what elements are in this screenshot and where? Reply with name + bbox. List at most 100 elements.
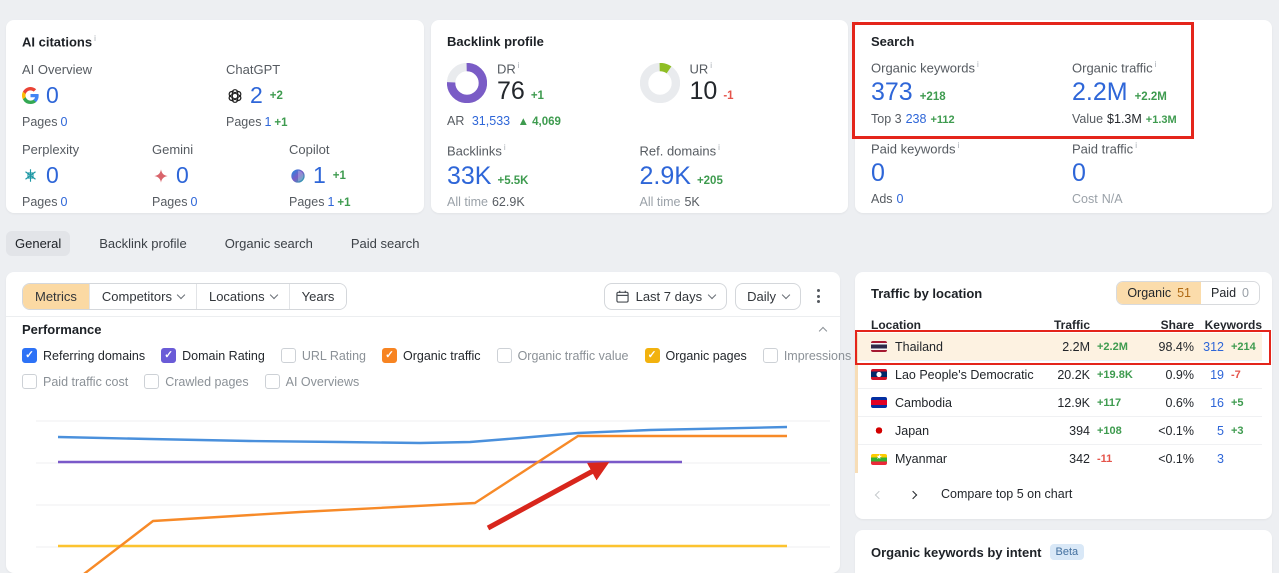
top3-value[interactable]: 238 [905, 111, 927, 126]
perplexity-label: Perplexity [22, 142, 80, 158]
granularity-dropdown[interactable]: Daily [735, 282, 801, 310]
info-icon: i [957, 140, 960, 150]
top3-row: Top 3 238 +112 [871, 111, 955, 126]
ref-domains-label: Ref. domains i [639, 142, 720, 158]
red-arrow-annotation [486, 462, 610, 531]
chevron-down-icon [707, 290, 717, 299]
gemini-value[interactable]: 0 [176, 162, 189, 189]
date-range-dropdown[interactable]: Last 7 days [603, 282, 728, 310]
ads-value[interactable]: 0 [896, 192, 904, 207]
tab-paid-search[interactable]: Paid search [350, 236, 420, 251]
dr-delta: +1 [530, 90, 544, 103]
table-row-japan[interactable]: Japan 394 +108 <0.1% 5 +3 [858, 417, 1262, 445]
organic-keywords-value[interactable]: 373 [871, 78, 913, 107]
collapse-chevron-icon[interactable] [818, 326, 828, 336]
years-button[interactable]: Years [288, 283, 347, 309]
organic-traffic-label: Organic traffic i [1072, 60, 1157, 76]
chevron-down-icon [781, 290, 791, 299]
ahrefs-rank-value[interactable]: 31,533 [471, 113, 511, 128]
gemini-label: Gemini [152, 142, 194, 158]
perplexity-pages[interactable]: 0 [60, 195, 68, 210]
table-row-thailand[interactable]: Thailand 2.2M +2.2M 98.4% 312 +214 [858, 333, 1262, 361]
ur-label: UR i [689, 61, 713, 77]
gemini-pages[interactable]: 0 [190, 195, 198, 210]
copilot-value[interactable]: 1 [313, 162, 326, 189]
next-page-button[interactable] [907, 484, 919, 504]
table-row-myanmar[interactable]: Myanmar 342 -11 <0.1% 3 [858, 445, 1262, 473]
table-row-cambodia[interactable]: Cambodia 12.9K +117 0.6% 16 +5 [858, 389, 1262, 417]
checkbox-paid-traffic-cost[interactable]: Paid traffic cost [22, 374, 128, 389]
chatgpt-delta: +2 [269, 89, 283, 102]
copilot-icon [289, 167, 306, 184]
ai-citations-card: AI citations i AI Overview 0 Pages 0 ChatG… [6, 20, 424, 213]
info-icon: i [1135, 140, 1137, 150]
copilot-label: Copilot [289, 142, 330, 158]
location-table-body: Thailand 2.2M +2.2M 98.4% 312 +214 Lao P… [855, 333, 1262, 473]
info-icon: i [977, 60, 979, 69]
keywords-by-intent-card: Organic keywords by intent Beta [855, 530, 1272, 573]
checkbox-organic-pages[interactable]: Organic pages [644, 348, 747, 363]
info-icon: i [94, 34, 96, 43]
backlinks-value[interactable]: 33K [447, 161, 492, 190]
compare-top5-link[interactable]: Compare top 5 on chart [941, 487, 1073, 501]
performance-title: Performance [22, 322, 102, 337]
ai-overview-value[interactable]: 0 [46, 82, 59, 109]
divider [6, 316, 840, 317]
paid-keywords-value[interactable]: 0 [871, 158, 885, 187]
copilot-pages[interactable]: 1 [327, 195, 335, 210]
chatgpt-value[interactable]: 2 [250, 82, 263, 109]
referring-domains-line [57, 425, 788, 445]
metrics-button[interactable]: Metrics [23, 283, 89, 309]
tab-organic-search[interactable]: Organic search [224, 236, 313, 251]
tab-general[interactable]: General [6, 231, 71, 256]
more-options-button[interactable] [809, 283, 828, 309]
checkbox-crawled-pages[interactable]: Crawled pages [144, 374, 249, 389]
cost-row: Cost N/A [1072, 192, 1123, 207]
perplexity-value[interactable]: 0 [46, 162, 59, 189]
dr-label: DR i [497, 61, 520, 77]
performance-card: Metrics Competitors Locations Years Last… [6, 272, 947, 573]
paid-keywords-label: Paid keywords i [871, 140, 960, 156]
url-rating-metric: UR i 10 -1 [639, 61, 833, 105]
ref-domains-value[interactable]: 2.9K [639, 161, 691, 190]
search-card: Search Organic keywords i 373 +218 Top 3 23… [855, 20, 1272, 213]
checkbox-domain-rating[interactable]: Domain Rating [161, 348, 265, 363]
ai-overview-metric: AI Overview 0 Pages 0 [22, 62, 226, 129]
checkbox-organic-traffic-value[interactable]: Organic traffic value [496, 348, 629, 363]
google-icon [22, 87, 39, 105]
chevron-down-icon [176, 290, 186, 299]
locations-dropdown[interactable]: Locations [195, 283, 289, 309]
checkbox-referring-domains[interactable]: Referring domains [22, 348, 145, 363]
ref-domains-alltime: All time 5K [639, 195, 700, 210]
traffic-value-row: Value $1.3M +1.3M [1072, 111, 1177, 126]
organic-traffic-value[interactable]: 2.2M [1072, 78, 1128, 107]
checkbox-url-rating[interactable]: URL Rating [280, 348, 366, 363]
ai-overview-pages[interactable]: 0 [60, 115, 68, 130]
checkbox-organic-traffic[interactable]: Organic traffic [381, 348, 481, 363]
backlinks-alltime: All time 62.9K [447, 195, 525, 210]
competitors-dropdown[interactable]: Competitors [88, 283, 196, 309]
paid-traffic-value[interactable]: 0 [1072, 158, 1086, 187]
ur-delta: -1 [723, 90, 734, 103]
prev-page-button[interactable] [873, 484, 885, 504]
table-row-laos[interactable]: Lao People's Democratic Reput 20.2K +19.… [858, 361, 1262, 389]
checkbox-impressions[interactable]: Impressions [762, 348, 851, 363]
metric-checkboxes-row1: Referring domains Domain Rating URL Rati… [22, 348, 947, 363]
info-icon: i [1154, 60, 1157, 69]
checkbox-icon [496, 348, 512, 363]
organic-keywords-label: Organic keywords i [871, 60, 979, 76]
checkbox-icon [22, 374, 37, 389]
organic-traffic-line [83, 434, 787, 573]
checkbox-ai-overviews[interactable]: AI Overviews [264, 374, 359, 389]
checkbox-icon [762, 348, 778, 363]
search-title: Search [871, 34, 915, 49]
traffic-by-location-title: Traffic by location [871, 285, 983, 301]
organic-toggle-option[interactable]: Organic 51 [1117, 282, 1202, 304]
paid-toggle-option[interactable]: Paid 0 [1201, 282, 1259, 304]
ahrefs-rank-row: AR 31,533 ▲ 4,069 [447, 113, 561, 128]
filter-group: Metrics Competitors Locations Years [22, 282, 348, 310]
checkbox-icon [22, 348, 37, 363]
traffic-by-location-card: Traffic by location Organic 51 Paid 0 Loca… [855, 272, 1272, 519]
chatgpt-pages[interactable]: 1 [264, 115, 272, 130]
tab-backlink-profile[interactable]: Backlink profile [99, 236, 187, 251]
